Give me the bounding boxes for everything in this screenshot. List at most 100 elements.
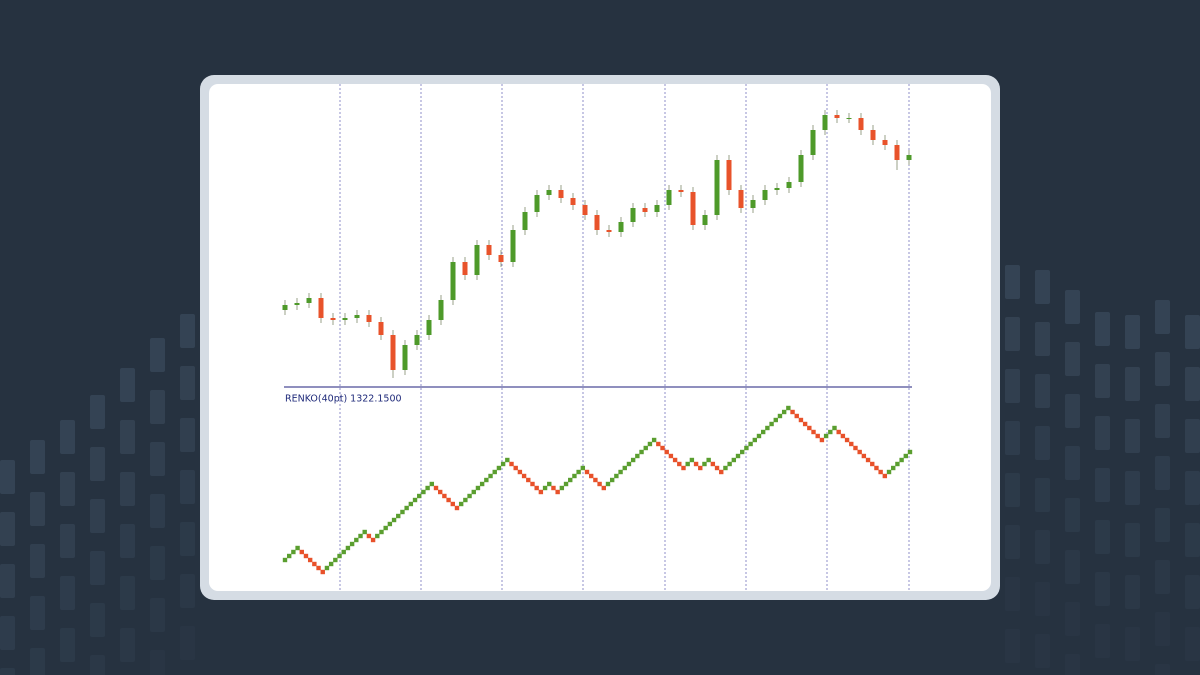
deco-bar — [1035, 270, 1050, 304]
deco-bar — [180, 522, 195, 556]
renko-brick — [651, 437, 657, 443]
renko-brick — [714, 465, 720, 471]
renko-brick — [849, 441, 854, 447]
renko-brick — [471, 489, 476, 495]
deco-bar — [120, 368, 135, 402]
renko-brick — [870, 461, 875, 467]
candle-body — [594, 215, 600, 230]
deco-bar — [1155, 664, 1170, 675]
candle-body — [606, 230, 612, 232]
renko-brick — [853, 445, 858, 451]
candle-body — [702, 215, 708, 225]
plot — [282, 110, 913, 575]
deco-bar — [30, 544, 45, 578]
deco-bar — [1095, 416, 1110, 450]
deco-bar — [1185, 471, 1200, 505]
deco-bar — [1095, 520, 1110, 554]
candle-body — [534, 195, 540, 212]
renko-brick — [463, 497, 468, 503]
renko-brick — [773, 417, 778, 423]
candle-body — [570, 198, 576, 205]
deco-bar — [150, 650, 165, 675]
renko-brick — [698, 465, 703, 471]
renko-brick — [777, 413, 783, 419]
renko-brick — [324, 565, 330, 571]
deco-bar — [1065, 290, 1080, 324]
deco-bar — [0, 512, 15, 546]
renko-brick — [584, 469, 590, 475]
renko-brick — [790, 409, 795, 415]
renko-brick — [798, 417, 804, 423]
renko-brick — [765, 425, 770, 431]
deco-bar — [120, 576, 135, 610]
renko-brick — [375, 533, 380, 539]
renko-brick — [832, 425, 837, 431]
deco-bar — [1155, 560, 1170, 594]
renko-brick — [316, 565, 321, 571]
deco-bar — [0, 460, 15, 494]
renko-brick — [693, 461, 699, 467]
renko-brick — [291, 549, 296, 555]
deco-bar — [180, 366, 195, 400]
candle-body — [810, 130, 816, 155]
renko-brick — [299, 549, 304, 555]
deco-bar — [1005, 369, 1020, 403]
renko-brick — [517, 469, 523, 475]
renko-brick — [639, 449, 644, 455]
renko-brick — [794, 413, 799, 419]
renko-brick — [295, 545, 300, 551]
deco-bar — [1155, 300, 1170, 334]
candle-body — [414, 335, 420, 345]
renko-brick — [664, 449, 669, 455]
renko-brick — [781, 409, 787, 415]
deco-bar — [90, 603, 105, 637]
deco-bar — [30, 596, 45, 630]
renko-brick — [811, 429, 816, 435]
renko-brick — [618, 469, 623, 475]
deco-bar — [120, 420, 135, 454]
deco-bar — [1125, 523, 1140, 557]
deco-bar — [1125, 627, 1140, 661]
candle-body — [582, 205, 588, 215]
candle-body — [798, 155, 804, 182]
renko-brick — [903, 453, 909, 459]
renko-brick — [563, 481, 569, 487]
deco-bar — [30, 648, 45, 675]
renko-brick — [354, 537, 359, 543]
renko-brick — [723, 465, 728, 471]
deco-bar — [1185, 575, 1200, 609]
candle-body — [678, 190, 684, 192]
renko-brick — [840, 433, 846, 439]
renko-brick — [735, 453, 741, 459]
renko-brick — [433, 485, 439, 491]
deco-bar — [150, 494, 165, 528]
renko-brick — [626, 461, 632, 467]
deco-bar — [1065, 550, 1080, 584]
renko-brick — [844, 437, 850, 443]
renko-brick — [593, 477, 598, 483]
deco-bar — [1005, 421, 1020, 455]
deco-bar — [30, 492, 45, 526]
deco-bar — [0, 616, 15, 650]
deco-bar — [1185, 419, 1200, 453]
candle-body — [450, 262, 456, 300]
renko-brick — [366, 533, 372, 539]
renko-brick — [769, 421, 774, 427]
deco-bar — [150, 546, 165, 580]
deco-bar — [1185, 627, 1200, 661]
deco-bar — [30, 440, 45, 474]
candle-body — [438, 300, 444, 320]
renko-brick — [526, 477, 531, 483]
renko-brick — [555, 489, 560, 495]
candle-body — [750, 200, 756, 208]
deco-bar — [1155, 612, 1170, 646]
deco-bar — [1005, 629, 1020, 663]
renko-brick — [505, 457, 510, 463]
candle-body — [762, 190, 768, 200]
deco-bar — [1065, 446, 1080, 480]
renko-brick — [454, 505, 460, 511]
candle-body — [666, 190, 672, 205]
renko-brick — [878, 469, 883, 475]
renko-brick — [412, 497, 418, 503]
